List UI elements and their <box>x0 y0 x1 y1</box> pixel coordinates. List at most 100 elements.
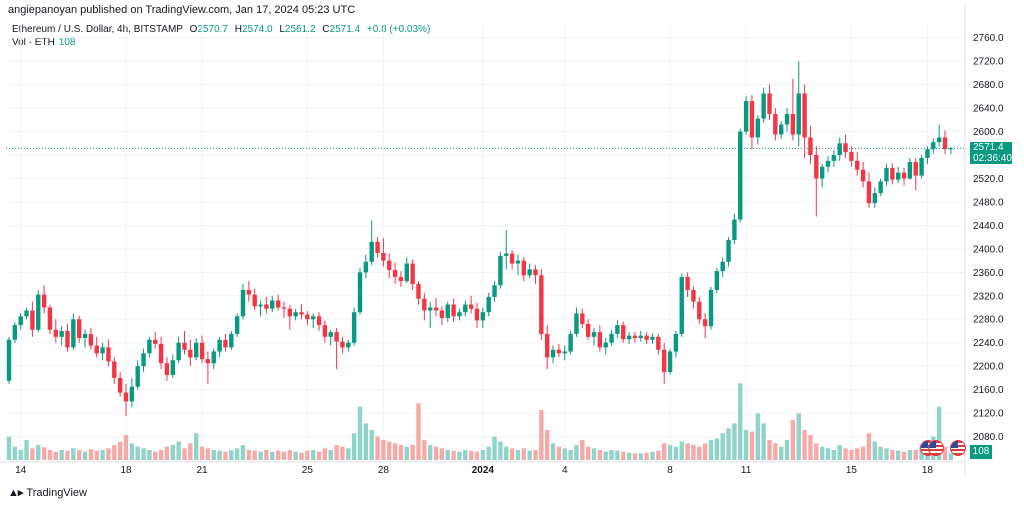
candle-body <box>726 240 731 262</box>
candle-body <box>556 349 562 354</box>
candle-body <box>439 310 445 319</box>
candle-body <box>626 335 632 340</box>
volume-bar <box>270 451 275 460</box>
tradingview-logo-icon: ▲▸ <box>8 487 23 499</box>
volume-bar <box>158 450 164 460</box>
candle-body <box>901 172 907 179</box>
candle-body <box>158 343 164 364</box>
candle-body <box>112 361 117 378</box>
candle-body <box>170 360 175 375</box>
volume-bar <box>609 450 614 460</box>
candle-body <box>281 307 287 309</box>
us-flag-icon[interactable] <box>928 440 944 456</box>
volume-bar <box>527 450 532 460</box>
us-flag-icon[interactable] <box>950 440 966 456</box>
volume-badge: 108 <box>970 445 992 459</box>
candle-body <box>322 325 328 337</box>
y-tick-label: 2520.0 <box>973 174 1004 185</box>
volume-bar <box>843 448 848 460</box>
volume-bar <box>732 423 737 460</box>
candle-body <box>767 93 772 114</box>
candle-body <box>802 93 807 138</box>
volume-bar <box>176 441 181 460</box>
volume-bar <box>322 448 328 460</box>
candle-body <box>351 312 357 343</box>
volume-bar <box>615 450 620 460</box>
candle-body <box>12 325 18 340</box>
volume-bar <box>585 446 591 460</box>
candle-body <box>855 160 860 170</box>
candle-body <box>580 313 585 324</box>
volume-bar <box>468 450 474 460</box>
volume-bar <box>328 450 333 460</box>
volume-bar <box>726 428 731 460</box>
candle-body <box>872 193 877 204</box>
x-tick-label: 4 <box>562 465 568 476</box>
candle-body <box>445 304 450 319</box>
x-tick-label: 18 <box>120 465 132 476</box>
candle-body <box>650 336 655 340</box>
volume-bar <box>521 448 526 460</box>
volume-bar <box>346 448 351 460</box>
volume-bar <box>761 423 766 460</box>
volume-bar <box>697 446 702 460</box>
candle-body <box>94 345 99 354</box>
candle-body <box>404 263 409 282</box>
last-price-badge: 2571.4 02:36:40 <box>970 142 1012 165</box>
volume-bar <box>392 443 398 460</box>
volume-bar <box>463 450 468 460</box>
volume-bar <box>36 445 41 460</box>
volume-bar <box>170 445 175 460</box>
volume-bar <box>457 451 462 460</box>
candle-body <box>662 349 667 373</box>
candle-body <box>691 289 696 302</box>
candle-body <box>153 339 158 344</box>
volume-bar <box>872 441 877 460</box>
volume-bar <box>691 445 696 460</box>
open-value: 2570.7 <box>197 24 228 35</box>
volume-bar <box>129 443 135 460</box>
candle-body <box>252 294 257 307</box>
volume-bar <box>755 413 760 460</box>
volume-bar <box>896 450 901 460</box>
volume-bar <box>650 451 655 460</box>
volume-bar <box>574 445 579 460</box>
volume-bar <box>41 447 47 460</box>
volume-bar <box>246 450 252 460</box>
volume-bar <box>673 446 679 460</box>
volume-bar <box>229 450 234 460</box>
volume-bar <box>416 403 421 460</box>
volume-bar <box>878 446 883 460</box>
volume-bar <box>942 446 948 460</box>
candle-body <box>264 304 269 309</box>
candle-body <box>896 172 901 180</box>
volume-legend: Vol · ETH 108 <box>12 37 75 48</box>
brand-name: TradingView <box>26 486 87 499</box>
candle-body <box>71 319 76 348</box>
symbol-title: Ethereum / U.S. Dollar, 4h, BITSTAMP <box>12 24 183 35</box>
volume-bar <box>234 448 240 460</box>
candle-body <box>88 333 94 346</box>
volume-bar <box>779 446 784 460</box>
candle-body <box>679 277 684 334</box>
candle-body <box>77 319 82 339</box>
candle-body <box>568 333 573 352</box>
volume-bar <box>410 445 415 460</box>
low-value: 2561.2 <box>284 24 316 35</box>
candle-body <box>878 181 883 194</box>
candle-body <box>287 308 292 317</box>
candle-body <box>819 166 825 179</box>
candle-body <box>779 124 784 135</box>
candle-body <box>305 314 310 320</box>
volume-bar <box>47 450 53 460</box>
volume-bar <box>433 446 439 460</box>
volume-bar <box>515 450 521 460</box>
candle-body <box>609 333 614 343</box>
volume-bar <box>533 450 538 460</box>
candle-body <box>738 131 743 220</box>
volume-bar <box>217 450 222 460</box>
volume-bar <box>82 451 88 460</box>
candle-body <box>328 332 333 337</box>
candle-body <box>521 260 526 276</box>
